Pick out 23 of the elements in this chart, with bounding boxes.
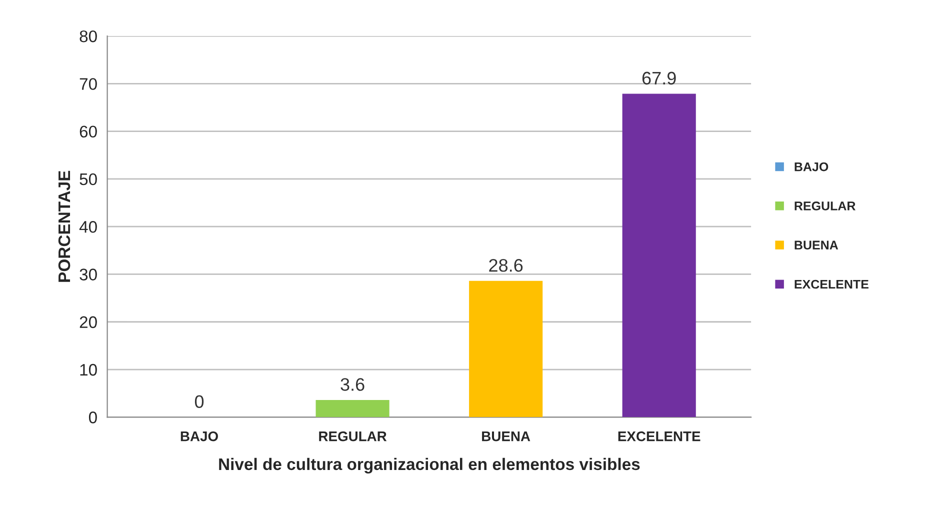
legend-label: REGULAR <box>794 202 856 210</box>
x-tick-label: EXCELENTE <box>618 431 700 442</box>
y-tick-label: 50 <box>80 173 97 186</box>
y-tick-label: 20 <box>80 316 97 328</box>
y-tick-label: 80 <box>80 30 97 42</box>
data-label: 0 <box>194 395 204 408</box>
x-tick-label: BUENA <box>482 432 530 442</box>
legend-label: BUENA <box>794 240 838 250</box>
y-tick-label: 60 <box>80 126 97 138</box>
legend-label: BAJO <box>794 162 828 172</box>
data-label: 3.6 <box>340 378 364 391</box>
y-tick-label: 30 <box>80 268 97 280</box>
x-tick-label: BAJO <box>180 431 218 442</box>
y-tick-label: 0 <box>88 412 97 424</box>
x-axis-title: Nivel de cultura organizacional en elementos visibles <box>219 458 640 474</box>
y-tick-label: 70 <box>80 78 97 90</box>
x-tick-label: REGULAR <box>319 431 387 442</box>
y-axis-title: PORCENTAJE <box>58 170 70 282</box>
y-tick-label: 40 <box>79 221 97 233</box>
legend-label: EXCELENTE <box>794 280 868 289</box>
data-label: 67.9 <box>642 72 676 85</box>
data-label: 28.6 <box>489 258 523 272</box>
y-tick-label: 10 <box>80 364 97 376</box>
